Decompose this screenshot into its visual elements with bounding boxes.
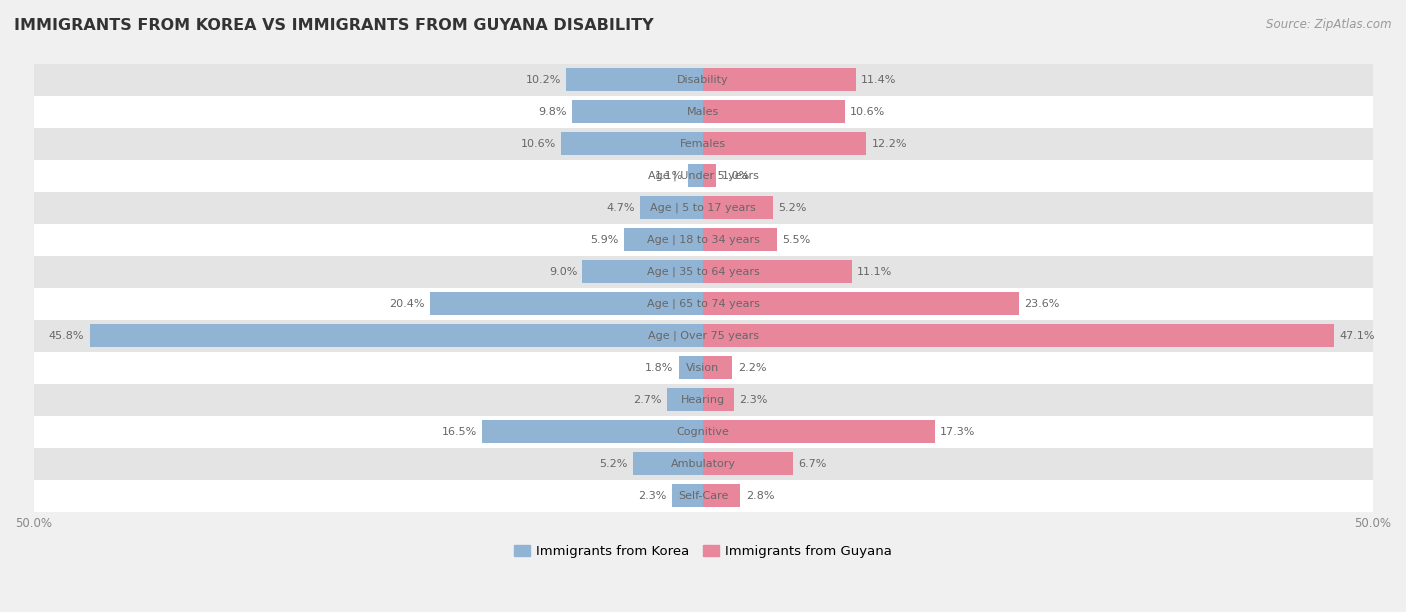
Text: 10.2%: 10.2%	[526, 75, 561, 85]
Bar	[703, 484, 741, 507]
Text: 2.8%: 2.8%	[745, 491, 775, 501]
Text: 4.7%: 4.7%	[606, 203, 634, 213]
Bar	[689, 165, 703, 187]
Text: Self-Care: Self-Care	[678, 491, 728, 501]
Text: Age | Over 75 years: Age | Over 75 years	[648, 330, 758, 341]
Bar	[90, 324, 703, 348]
Bar	[703, 388, 734, 411]
Bar	[703, 324, 1334, 348]
Text: 6.7%: 6.7%	[799, 459, 827, 469]
Text: IMMIGRANTS FROM KOREA VS IMMIGRANTS FROM GUYANA DISABILITY: IMMIGRANTS FROM KOREA VS IMMIGRANTS FROM…	[14, 18, 654, 34]
Text: 16.5%: 16.5%	[441, 427, 477, 437]
Bar	[34, 64, 1372, 96]
Text: 12.2%: 12.2%	[872, 139, 907, 149]
Text: Age | 65 to 74 years: Age | 65 to 74 years	[647, 299, 759, 309]
Text: 11.1%: 11.1%	[858, 267, 893, 277]
Text: 9.0%: 9.0%	[548, 267, 576, 277]
Text: Males: Males	[688, 107, 718, 117]
Text: 1.1%: 1.1%	[655, 171, 683, 181]
Bar	[640, 196, 703, 220]
Bar	[679, 356, 703, 379]
Bar	[703, 420, 935, 443]
Text: Age | 5 to 17 years: Age | 5 to 17 years	[650, 203, 756, 213]
Text: 1.8%: 1.8%	[645, 363, 673, 373]
Bar	[703, 228, 776, 252]
Bar	[34, 416, 1372, 448]
Text: Hearing: Hearing	[681, 395, 725, 405]
Text: 10.6%: 10.6%	[520, 139, 555, 149]
Bar	[703, 132, 866, 155]
Bar	[582, 260, 703, 283]
Bar	[672, 484, 703, 507]
Text: 2.3%: 2.3%	[638, 491, 666, 501]
Bar	[34, 256, 1372, 288]
Text: 9.8%: 9.8%	[538, 107, 567, 117]
Text: 17.3%: 17.3%	[941, 427, 976, 437]
Legend: Immigrants from Korea, Immigrants from Guyana: Immigrants from Korea, Immigrants from G…	[509, 540, 897, 564]
Bar	[34, 288, 1372, 320]
Bar	[703, 452, 793, 476]
Text: Age | 18 to 34 years: Age | 18 to 34 years	[647, 234, 759, 245]
Bar	[703, 293, 1019, 315]
Bar	[34, 352, 1372, 384]
Text: 1.0%: 1.0%	[721, 171, 749, 181]
Bar	[430, 293, 703, 315]
Bar	[666, 388, 703, 411]
Bar	[34, 160, 1372, 192]
Bar	[703, 356, 733, 379]
Bar	[567, 69, 703, 91]
Bar	[561, 132, 703, 155]
Text: 11.4%: 11.4%	[860, 75, 897, 85]
Bar	[624, 228, 703, 252]
Bar	[34, 384, 1372, 416]
Text: 2.2%: 2.2%	[738, 363, 766, 373]
Bar	[34, 192, 1372, 224]
Text: Age | Under 5 years: Age | Under 5 years	[648, 171, 758, 181]
Text: Disability: Disability	[678, 75, 728, 85]
Text: 23.6%: 23.6%	[1025, 299, 1060, 309]
Text: Females: Females	[681, 139, 725, 149]
Text: 2.3%: 2.3%	[740, 395, 768, 405]
Text: 45.8%: 45.8%	[49, 331, 84, 341]
Bar	[703, 69, 856, 91]
Text: Cognitive: Cognitive	[676, 427, 730, 437]
Bar	[34, 448, 1372, 480]
Bar	[34, 96, 1372, 128]
Text: 47.1%: 47.1%	[1339, 331, 1375, 341]
Text: Source: ZipAtlas.com: Source: ZipAtlas.com	[1267, 18, 1392, 31]
Bar	[703, 100, 845, 124]
Bar	[34, 320, 1372, 352]
Bar	[34, 128, 1372, 160]
Text: 5.2%: 5.2%	[778, 203, 807, 213]
Bar	[482, 420, 703, 443]
Bar	[703, 196, 773, 220]
Text: 2.7%: 2.7%	[633, 395, 661, 405]
Bar	[34, 224, 1372, 256]
Text: 5.9%: 5.9%	[591, 235, 619, 245]
Text: 5.5%: 5.5%	[782, 235, 810, 245]
Text: Ambulatory: Ambulatory	[671, 459, 735, 469]
Text: Vision: Vision	[686, 363, 720, 373]
Bar	[703, 165, 717, 187]
Text: Age | 35 to 64 years: Age | 35 to 64 years	[647, 267, 759, 277]
Text: 5.2%: 5.2%	[599, 459, 628, 469]
Bar	[633, 452, 703, 476]
Bar	[34, 480, 1372, 512]
Text: 10.6%: 10.6%	[851, 107, 886, 117]
Bar	[572, 100, 703, 124]
Text: 20.4%: 20.4%	[389, 299, 425, 309]
Bar	[703, 260, 852, 283]
